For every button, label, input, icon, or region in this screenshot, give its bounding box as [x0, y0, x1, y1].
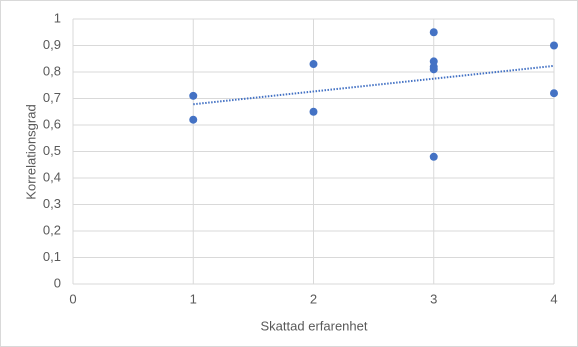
point	[550, 89, 558, 98]
x-tick-label: 0	[69, 291, 76, 306]
point	[309, 107, 318, 116]
x-tick-label: 3	[430, 291, 437, 306]
point	[550, 41, 558, 50]
trendline	[193, 64, 555, 106]
y-tick-label: 1	[54, 10, 61, 25]
y-tick-label: 0	[54, 275, 61, 290]
point	[429, 152, 438, 161]
point	[429, 28, 438, 37]
x-tick-label: 2	[310, 291, 317, 306]
y-tick-label: 0,8	[43, 63, 61, 78]
y-tick-label: 0,9	[43, 37, 61, 52]
point	[189, 115, 198, 124]
point	[309, 60, 318, 69]
point	[429, 65, 438, 74]
y-tick-label: 0,1	[43, 249, 61, 264]
x-tick-label: 4	[550, 291, 557, 306]
point	[189, 91, 198, 100]
y-tick-label: 0,5	[43, 143, 61, 158]
y-axis-label: Korrelationsgrad	[23, 104, 38, 199]
x-tick-label: 1	[190, 291, 197, 306]
y-tick-label: 0,2	[43, 222, 61, 237]
y-tick-label: 0,7	[43, 90, 61, 105]
y-tick-label: 0,6	[43, 116, 61, 131]
y-tick-label: 0,3	[43, 196, 61, 211]
y-tick-label: 0,4	[43, 169, 61, 184]
x-axis-label: Skattad erfarenhet	[261, 318, 368, 333]
